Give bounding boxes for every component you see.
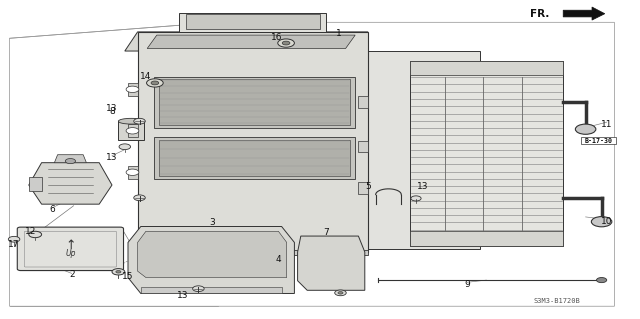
Polygon shape [186,14,320,29]
Text: 1: 1 [337,29,342,38]
Polygon shape [563,7,605,20]
Text: 12: 12 [25,227,36,236]
Circle shape [596,278,607,283]
Text: S3M3-B1720B: S3M3-B1720B [533,298,580,304]
Text: B-17-30: B-17-30 [584,138,612,144]
Circle shape [126,169,139,175]
Circle shape [134,195,145,201]
Text: 14: 14 [140,72,152,81]
Bar [581,137,616,144]
Polygon shape [154,77,355,128]
Text: 10: 10 [601,217,612,226]
Circle shape [282,41,290,45]
Text: 2: 2 [69,271,74,279]
Circle shape [134,118,145,124]
Circle shape [29,231,42,238]
Text: 13: 13 [106,153,118,162]
Polygon shape [154,137,355,179]
FancyBboxPatch shape [17,227,124,271]
Polygon shape [355,51,480,249]
Circle shape [575,124,596,134]
Polygon shape [138,231,287,278]
Polygon shape [128,166,138,179]
Circle shape [335,290,346,296]
Text: 11: 11 [601,120,612,129]
Text: 9: 9 [465,280,470,289]
Polygon shape [179,13,326,32]
Polygon shape [410,61,563,75]
Polygon shape [29,177,42,191]
Polygon shape [147,35,355,48]
Text: 13: 13 [106,104,118,113]
Circle shape [65,159,76,164]
Text: 6: 6 [50,205,55,214]
Text: 8: 8 [109,107,115,116]
Text: Up: Up [65,249,76,258]
Circle shape [591,217,612,227]
Polygon shape [358,182,368,194]
Circle shape [338,292,343,294]
Text: 17: 17 [8,240,20,249]
Circle shape [151,81,159,85]
Polygon shape [125,32,368,51]
Polygon shape [141,287,282,293]
Polygon shape [128,226,294,293]
Polygon shape [128,83,138,96]
Circle shape [278,39,294,47]
Polygon shape [159,79,350,125]
Polygon shape [128,124,138,137]
Polygon shape [298,236,365,290]
Circle shape [126,86,139,93]
Text: 5: 5 [365,182,371,191]
Polygon shape [118,121,144,140]
Polygon shape [54,155,86,163]
Text: 13: 13 [177,291,188,300]
Text: 4: 4 [276,256,281,264]
Polygon shape [358,141,368,152]
Text: ↑: ↑ [65,239,76,252]
Circle shape [147,79,163,87]
Circle shape [411,196,421,201]
Circle shape [8,236,20,242]
Polygon shape [410,231,563,246]
Polygon shape [138,32,368,252]
Polygon shape [138,250,368,255]
Text: FR.: FR. [530,9,549,19]
Polygon shape [29,163,112,204]
Text: 3: 3 [210,218,215,227]
Polygon shape [410,61,563,246]
Circle shape [126,128,139,134]
Circle shape [193,286,204,292]
Circle shape [116,271,121,273]
Polygon shape [19,228,122,270]
Circle shape [112,269,125,275]
Ellipse shape [118,118,144,124]
Text: 13: 13 [417,182,428,191]
Polygon shape [358,96,368,108]
Text: 16: 16 [271,33,282,42]
Text: 7: 7 [324,228,329,237]
Text: 15: 15 [122,272,134,281]
Polygon shape [159,140,350,176]
Circle shape [119,144,131,150]
